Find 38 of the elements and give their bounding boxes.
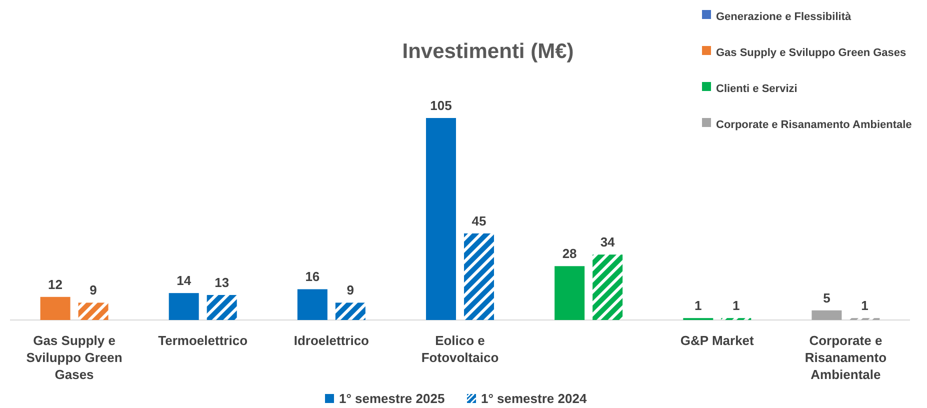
x-tick-label: Corporate e Risanamento Ambientale: [804, 333, 887, 382]
data-label: 105: [430, 98, 452, 113]
x-tick-label: Idroelettrico: [294, 333, 370, 348]
x-tick-label: Eolico e Fotovoltaico: [421, 333, 499, 365]
bar: [206, 294, 237, 320]
data-label: 45: [472, 213, 486, 228]
data-label: 13: [214, 274, 230, 290]
data-label: 1: [861, 298, 868, 314]
bar: [464, 233, 494, 320]
bar: [335, 302, 366, 320]
data-label: 28: [562, 246, 577, 262]
legend-label: Generazione e Flessibilità: [716, 11, 852, 23]
bar: [592, 254, 623, 320]
bar: [168, 293, 199, 320]
data-label: 14: [176, 273, 192, 288]
legend-label: 1° semestre 2024: [481, 391, 588, 406]
data-label: 1: [732, 298, 740, 314]
data-label: 1: [694, 298, 702, 314]
bar: [554, 266, 585, 320]
data-label: 9: [346, 282, 354, 298]
chart-title: Investimenti (M€): [402, 40, 574, 63]
bar: [426, 118, 456, 320]
legend-label: 1° semestre 2025: [339, 391, 445, 406]
data-label: 16: [305, 269, 320, 284]
data-label: 9: [90, 282, 97, 298]
x-tick-label: Termoelettrico: [158, 333, 248, 348]
x-tick-label: G&P Market: [680, 333, 755, 348]
bar: [297, 289, 328, 320]
bar: [812, 310, 842, 320]
data-label: 5: [823, 290, 830, 306]
legend-label: Corporate e Risanamento Ambientale: [716, 119, 912, 131]
legend-label: Clienti e Servizi: [716, 83, 798, 95]
legend-label: Gas Supply e Sviluppo Green Gases: [716, 47, 906, 59]
data-label: 34: [600, 234, 616, 250]
x-tick-label: Gas Supply e Sviluppo Green Gases: [26, 333, 122, 382]
bar: [40, 296, 70, 320]
data-label: 12: [48, 276, 63, 292]
bar: [78, 302, 108, 320]
